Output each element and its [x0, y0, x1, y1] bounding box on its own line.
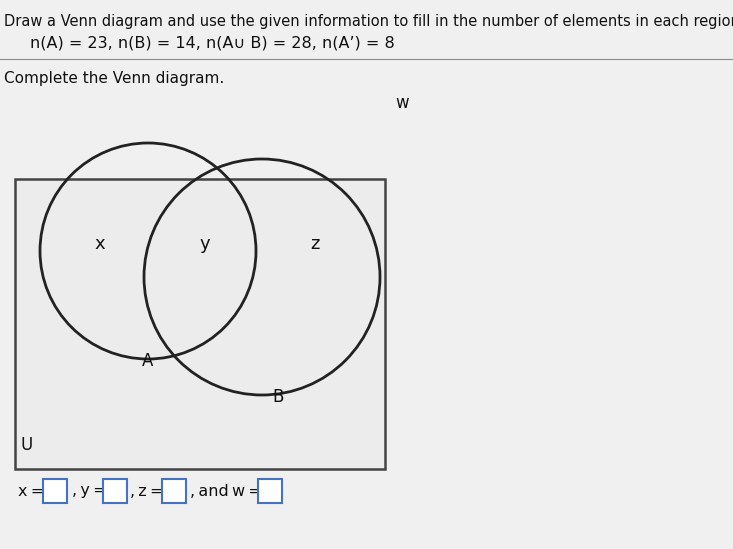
- Text: , y =: , y =: [72, 484, 106, 498]
- FancyBboxPatch shape: [258, 479, 282, 503]
- Text: z: z: [310, 235, 320, 253]
- Text: B: B: [273, 388, 284, 406]
- Bar: [15, 179, 385, 469]
- Text: x =: x =: [18, 484, 44, 498]
- Text: x: x: [95, 235, 106, 253]
- FancyBboxPatch shape: [162, 479, 186, 503]
- FancyBboxPatch shape: [43, 479, 67, 503]
- Text: U: U: [20, 436, 32, 454]
- Text: Complete the Venn diagram.: Complete the Venn diagram.: [4, 71, 224, 86]
- Text: w: w: [395, 94, 408, 112]
- Text: n(A) = 23, n(B) = 14, n(A∪ B) = 28, n(A’) = 8: n(A) = 23, n(B) = 14, n(A∪ B) = 28, n(A’…: [30, 35, 395, 50]
- Text: y: y: [199, 235, 210, 253]
- Text: , z =: , z =: [130, 484, 163, 498]
- FancyBboxPatch shape: [103, 479, 127, 503]
- Text: Draw a Venn diagram and use the given information to fill in the number of eleme: Draw a Venn diagram and use the given in…: [4, 14, 733, 29]
- Text: A: A: [142, 352, 154, 370]
- Text: , and w =: , and w =: [190, 484, 262, 498]
